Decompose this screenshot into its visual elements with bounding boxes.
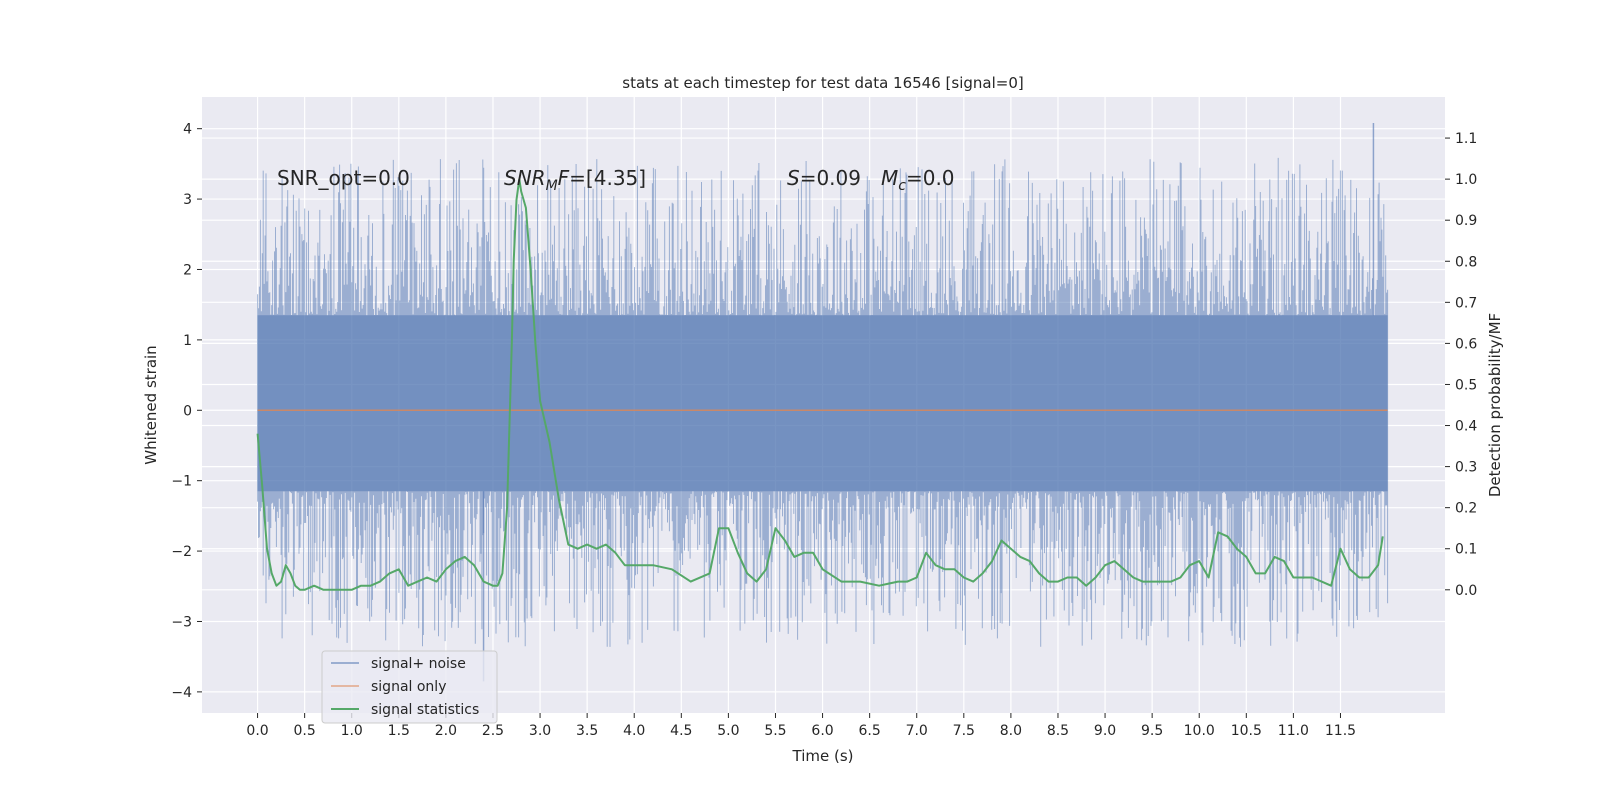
chart-title: stats at each timestep for test data 165… xyxy=(622,74,1023,92)
y-tick-label: −3 xyxy=(171,614,192,630)
annotation-mc-var: M xyxy=(881,166,898,190)
annotation-s-val: =0.09 xyxy=(800,166,861,190)
annotation-mc-val: =0.0 xyxy=(906,166,955,190)
signal-statistics-line xyxy=(256,178,1384,591)
y-tick-label: −4 xyxy=(171,685,192,701)
y-tick-label: 1 xyxy=(183,333,192,349)
annotation-s-var: S xyxy=(787,166,800,190)
x-tick-label: 9.0 xyxy=(1094,723,1116,739)
y-axis-ticks: 4 3 2 1 0 −1 −2 −3 −4 xyxy=(171,122,202,701)
annotation-mc-sub: c xyxy=(898,178,906,194)
legend-label-signal-statistics: signal statistics xyxy=(371,702,479,718)
annotation-s: S=0.09 xyxy=(787,166,861,190)
x-tick-label: 7.0 xyxy=(906,723,928,739)
x-tick-label: 3.5 xyxy=(576,723,598,739)
y-tick-label: −2 xyxy=(171,544,192,560)
annotation-snr-mf: SNRMF=[4.35] xyxy=(504,166,646,194)
x-tick-label: 7.5 xyxy=(953,723,975,739)
y-tick-label: 0 xyxy=(183,403,192,419)
x-tick-label: 0.0 xyxy=(246,723,268,739)
x-axis-label: Time (s) xyxy=(792,747,854,765)
y-right-tick-label: 0.5 xyxy=(1455,377,1477,393)
annotation-snr-mf-val: =[4.35] xyxy=(569,166,646,190)
x-tick-label: 6.5 xyxy=(859,723,881,739)
y-right-tick-label: 0.9 xyxy=(1455,213,1477,229)
x-tick-label: 9.5 xyxy=(1141,723,1163,739)
y-axis-right-label: Detection probability/MF xyxy=(1486,313,1504,497)
x-tick-label: 4.0 xyxy=(623,723,645,739)
x-tick-label: 11.5 xyxy=(1325,723,1356,739)
x-tick-label: 5.5 xyxy=(764,723,786,739)
x-tick-label: 3.0 xyxy=(529,723,551,739)
x-tick-label: 0.5 xyxy=(294,723,316,739)
x-tick-label: 1.0 xyxy=(341,723,363,739)
x-tick-label: 2.0 xyxy=(435,723,457,739)
annotation-mc: Mc=0.0 xyxy=(881,166,955,194)
series-signal-statistics xyxy=(256,178,1384,591)
legend-box xyxy=(321,650,498,724)
y-right-tick-label: 0.8 xyxy=(1455,254,1477,270)
y-right-tick-label: 0.1 xyxy=(1455,542,1477,558)
y-right-tick-label: 0.4 xyxy=(1455,419,1477,435)
x-tick-label: 2.5 xyxy=(482,723,504,739)
y-tick-label: 3 xyxy=(183,192,192,208)
annotation-snr-mf-f: F xyxy=(558,166,570,190)
y-right-tick-label: 0.2 xyxy=(1455,501,1477,517)
annotation-snr-opt: SNR_opt=0.0 xyxy=(277,166,410,190)
legend-label-signal-only: signal only xyxy=(371,679,446,695)
annotation-snr-mf-var: SNR xyxy=(504,166,546,190)
x-axis-ticks: 0.0 0.5 1.0 1.5 2.0 2.5 3.0 3.5 4.0 4.5 5.0 5.5 6.0 6… xyxy=(246,713,1356,739)
x-tick-label: 10.0 xyxy=(1184,723,1215,739)
y-right-tick-label: 0.0 xyxy=(1455,583,1477,599)
y-right-tick-label: 0.7 xyxy=(1455,295,1477,311)
y-tick-label: 4 xyxy=(183,122,192,138)
annotation-snr-mf-sub: M xyxy=(546,178,558,194)
legend-label-signal-noise: signal+ noise xyxy=(371,656,466,672)
y-tick-label: −1 xyxy=(171,474,192,490)
y-right-tick-label: 1.0 xyxy=(1455,172,1477,188)
x-tick-label: 4.5 xyxy=(670,723,692,739)
x-tick-label: 5.0 xyxy=(717,723,739,739)
x-tick-label: 6.0 xyxy=(811,723,833,739)
y-right-tick-label: 0.6 xyxy=(1455,336,1477,352)
x-tick-label: 1.5 xyxy=(388,723,410,739)
x-tick-label: 8.5 xyxy=(1047,723,1069,739)
x-tick-label: 11.0 xyxy=(1278,723,1309,739)
y-tick-label: 2 xyxy=(183,262,192,278)
x-tick-label: 8.0 xyxy=(1000,723,1022,739)
y-right-tick-label: 0.3 xyxy=(1455,460,1477,476)
y-axis-right-ticks: 1.1 1.0 0.9 0.8 0.7 0.6 0.5 0.4 0.3 0.2 0.1 0.0 xyxy=(1445,131,1477,599)
x-tick-label: 10.5 xyxy=(1231,723,1262,739)
legend: signal+ noise signal only signal statist… xyxy=(321,650,498,724)
y-right-tick-label: 1.1 xyxy=(1455,131,1477,147)
series-signal-noise xyxy=(257,123,1389,682)
y-axis-label: Whitened strain xyxy=(142,345,160,464)
